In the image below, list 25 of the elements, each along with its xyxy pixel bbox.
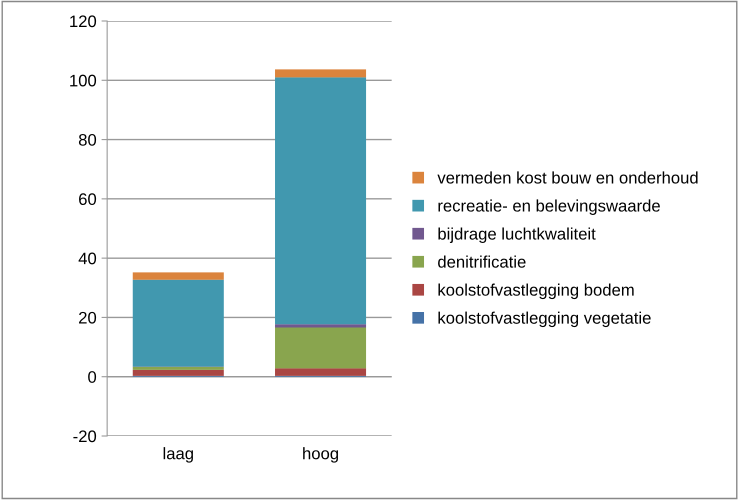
y-tick-label: 120 [70, 15, 96, 28]
bar [275, 69, 366, 78]
bar [275, 368, 366, 376]
legend-label: koolstofvastlegging vegetatie [438, 312, 651, 328]
y-tick-label: 60 [79, 193, 96, 206]
x-tick-label: laag [164, 447, 193, 463]
bar [275, 324, 366, 328]
x-tick-label: hoog [303, 447, 338, 463]
y-tick-label: 40 [78, 252, 96, 264]
bar [132, 272, 224, 280]
y-tick-label: 20 [79, 312, 96, 324]
legend-label: koolstofvastlegging bodem [438, 284, 634, 300]
bar [132, 370, 224, 376]
y-tick-label: -20 [73, 430, 96, 442]
legend-label: bijdrage luchtkwaliteit [438, 227, 596, 243]
legend-label: recreatie- en belevingswaarde [438, 199, 660, 215]
legend-label: denitrificatie [438, 256, 526, 268]
legend-label: vermeden kost bouw en onderhoud [437, 171, 698, 184]
y-tick-label: 80 [78, 134, 96, 146]
bar [132, 366, 224, 370]
y-tick-label: 100 [70, 74, 96, 86]
bar [275, 328, 366, 368]
y-tick-label: 0 [88, 371, 96, 383]
bar [275, 77, 366, 324]
bar [132, 280, 224, 367]
